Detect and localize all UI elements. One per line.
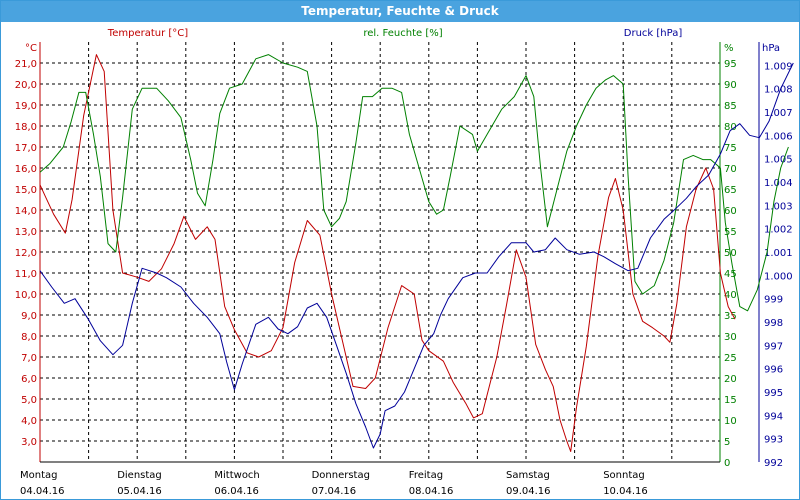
humidity-tick-label: 15 — [724, 395, 737, 406]
pressure-tick-label: 1.009 — [764, 61, 793, 72]
humidity-tick-label: 30 — [724, 332, 737, 343]
temperature-tick-label: 18,0 — [15, 122, 37, 133]
temperature-tick-label: 5,0 — [21, 395, 37, 406]
humidity-tick-label: 0 — [724, 458, 730, 469]
temperature-tick-label: 6,0 — [21, 374, 37, 385]
temperature-series-line — [39, 54, 736, 452]
pressure-unit: hPa — [762, 43, 780, 54]
humidity-tick-label: 20 — [724, 374, 737, 385]
temperature-tick-label: 16,0 — [15, 164, 37, 175]
pressure-series-line — [39, 62, 794, 449]
humidity-tick-label: 85 — [724, 101, 737, 112]
x-date-label: 10.04.16 — [603, 486, 648, 497]
pressure-tick-label: 999 — [764, 295, 783, 306]
humidity-axis-title: rel. Feuchte [%] — [363, 28, 442, 39]
pressure-tick-label: 996 — [764, 365, 783, 376]
pressure-tick-label: 1.007 — [764, 108, 793, 119]
temperature-axis-title: Temperatur [°C] — [107, 28, 188, 39]
pressure-axis-title: Druck [hPa] — [624, 28, 683, 39]
temperature-unit: °C — [25, 43, 37, 54]
x-day-label: Sonntag — [603, 470, 645, 481]
x-date-label: 06.04.16 — [214, 486, 259, 497]
title-bar: Temperatur, Feuchte & Druck — [1, 1, 799, 22]
humidity-tick-label: 55 — [724, 227, 737, 238]
temperature-tick-label: 9,0 — [21, 311, 37, 322]
humidity-tick-label: 10 — [724, 416, 737, 427]
humidity-tick-label: 45 — [724, 269, 737, 280]
pressure-tick-label: 992 — [764, 458, 783, 469]
humidity-unit: % — [724, 43, 734, 54]
temperature-tick-label: 12,0 — [15, 248, 37, 259]
humidity-tick-label: 40 — [724, 290, 737, 301]
x-day-label: Mittwoch — [214, 470, 259, 481]
temperature-tick-label: 3,0 — [21, 437, 37, 448]
pressure-tick-label: 1.005 — [764, 155, 793, 166]
humidity-tick-label: 95 — [724, 59, 737, 70]
x-date-label: 07.04.16 — [312, 486, 357, 497]
humidity-tick-label: 70 — [724, 164, 737, 175]
temperature-tick-label: 17,0 — [15, 143, 37, 154]
pressure-tick-label: 1.006 — [764, 131, 793, 142]
pressure-tick-label: 1.003 — [764, 201, 793, 212]
pressure-tick-label: 1.004 — [764, 178, 793, 189]
x-day-label: Freitag — [409, 470, 443, 481]
temperature-tick-label: 7,0 — [21, 353, 37, 364]
pressure-tick-label: 995 — [764, 388, 783, 399]
x-date-label: 08.04.16 — [409, 486, 454, 497]
humidity-tick-label: 60 — [724, 206, 737, 217]
x-date-label: 04.04.16 — [20, 486, 65, 497]
x-day-label: Samstag — [506, 470, 550, 481]
pressure-tick-label: 1.001 — [764, 248, 793, 259]
pressure-tick-label: 1.008 — [764, 85, 793, 96]
x-day-label: Dienstag — [117, 470, 162, 481]
temperature-tick-label: 14,0 — [15, 206, 37, 217]
temperature-tick-label: 10,0 — [15, 290, 37, 301]
humidity-tick-label: 90 — [724, 80, 737, 91]
temperature-tick-label: 4,0 — [21, 416, 37, 427]
x-date-label: 09.04.16 — [506, 486, 551, 497]
x-day-label: Montag — [20, 470, 57, 481]
pressure-tick-label: 994 — [764, 411, 783, 422]
humidity-tick-label: 5 — [724, 437, 730, 448]
pressure-tick-label: 1.002 — [764, 225, 793, 236]
pressure-tick-label: 1.000 — [764, 271, 793, 282]
temperature-tick-label: 8,0 — [21, 332, 37, 343]
pressure-tick-label: 993 — [764, 435, 783, 446]
temperature-tick-label: 11,0 — [15, 269, 37, 280]
humidity-tick-label: 75 — [724, 143, 737, 154]
humidity-tick-label: 65 — [724, 185, 737, 196]
temperature-tick-label: 21,0 — [15, 59, 37, 70]
pressure-tick-label: 998 — [764, 318, 783, 329]
temperature-tick-label: 15,0 — [15, 185, 37, 196]
humidity-tick-label: 80 — [724, 122, 737, 133]
humidity-tick-label: 35 — [724, 311, 737, 322]
temperature-tick-label: 13,0 — [15, 227, 37, 238]
temperature-tick-label: 19,0 — [15, 101, 37, 112]
humidity-tick-label: 25 — [724, 353, 737, 364]
humidity-series-line — [39, 54, 789, 312]
chart-title: Temperatur, Feuchte & Druck — [301, 4, 499, 18]
temperature-tick-label: 20,0 — [15, 80, 37, 91]
x-date-label: 05.04.16 — [117, 486, 162, 497]
x-day-label: Donnerstag — [312, 470, 370, 481]
pressure-tick-label: 997 — [764, 341, 783, 352]
